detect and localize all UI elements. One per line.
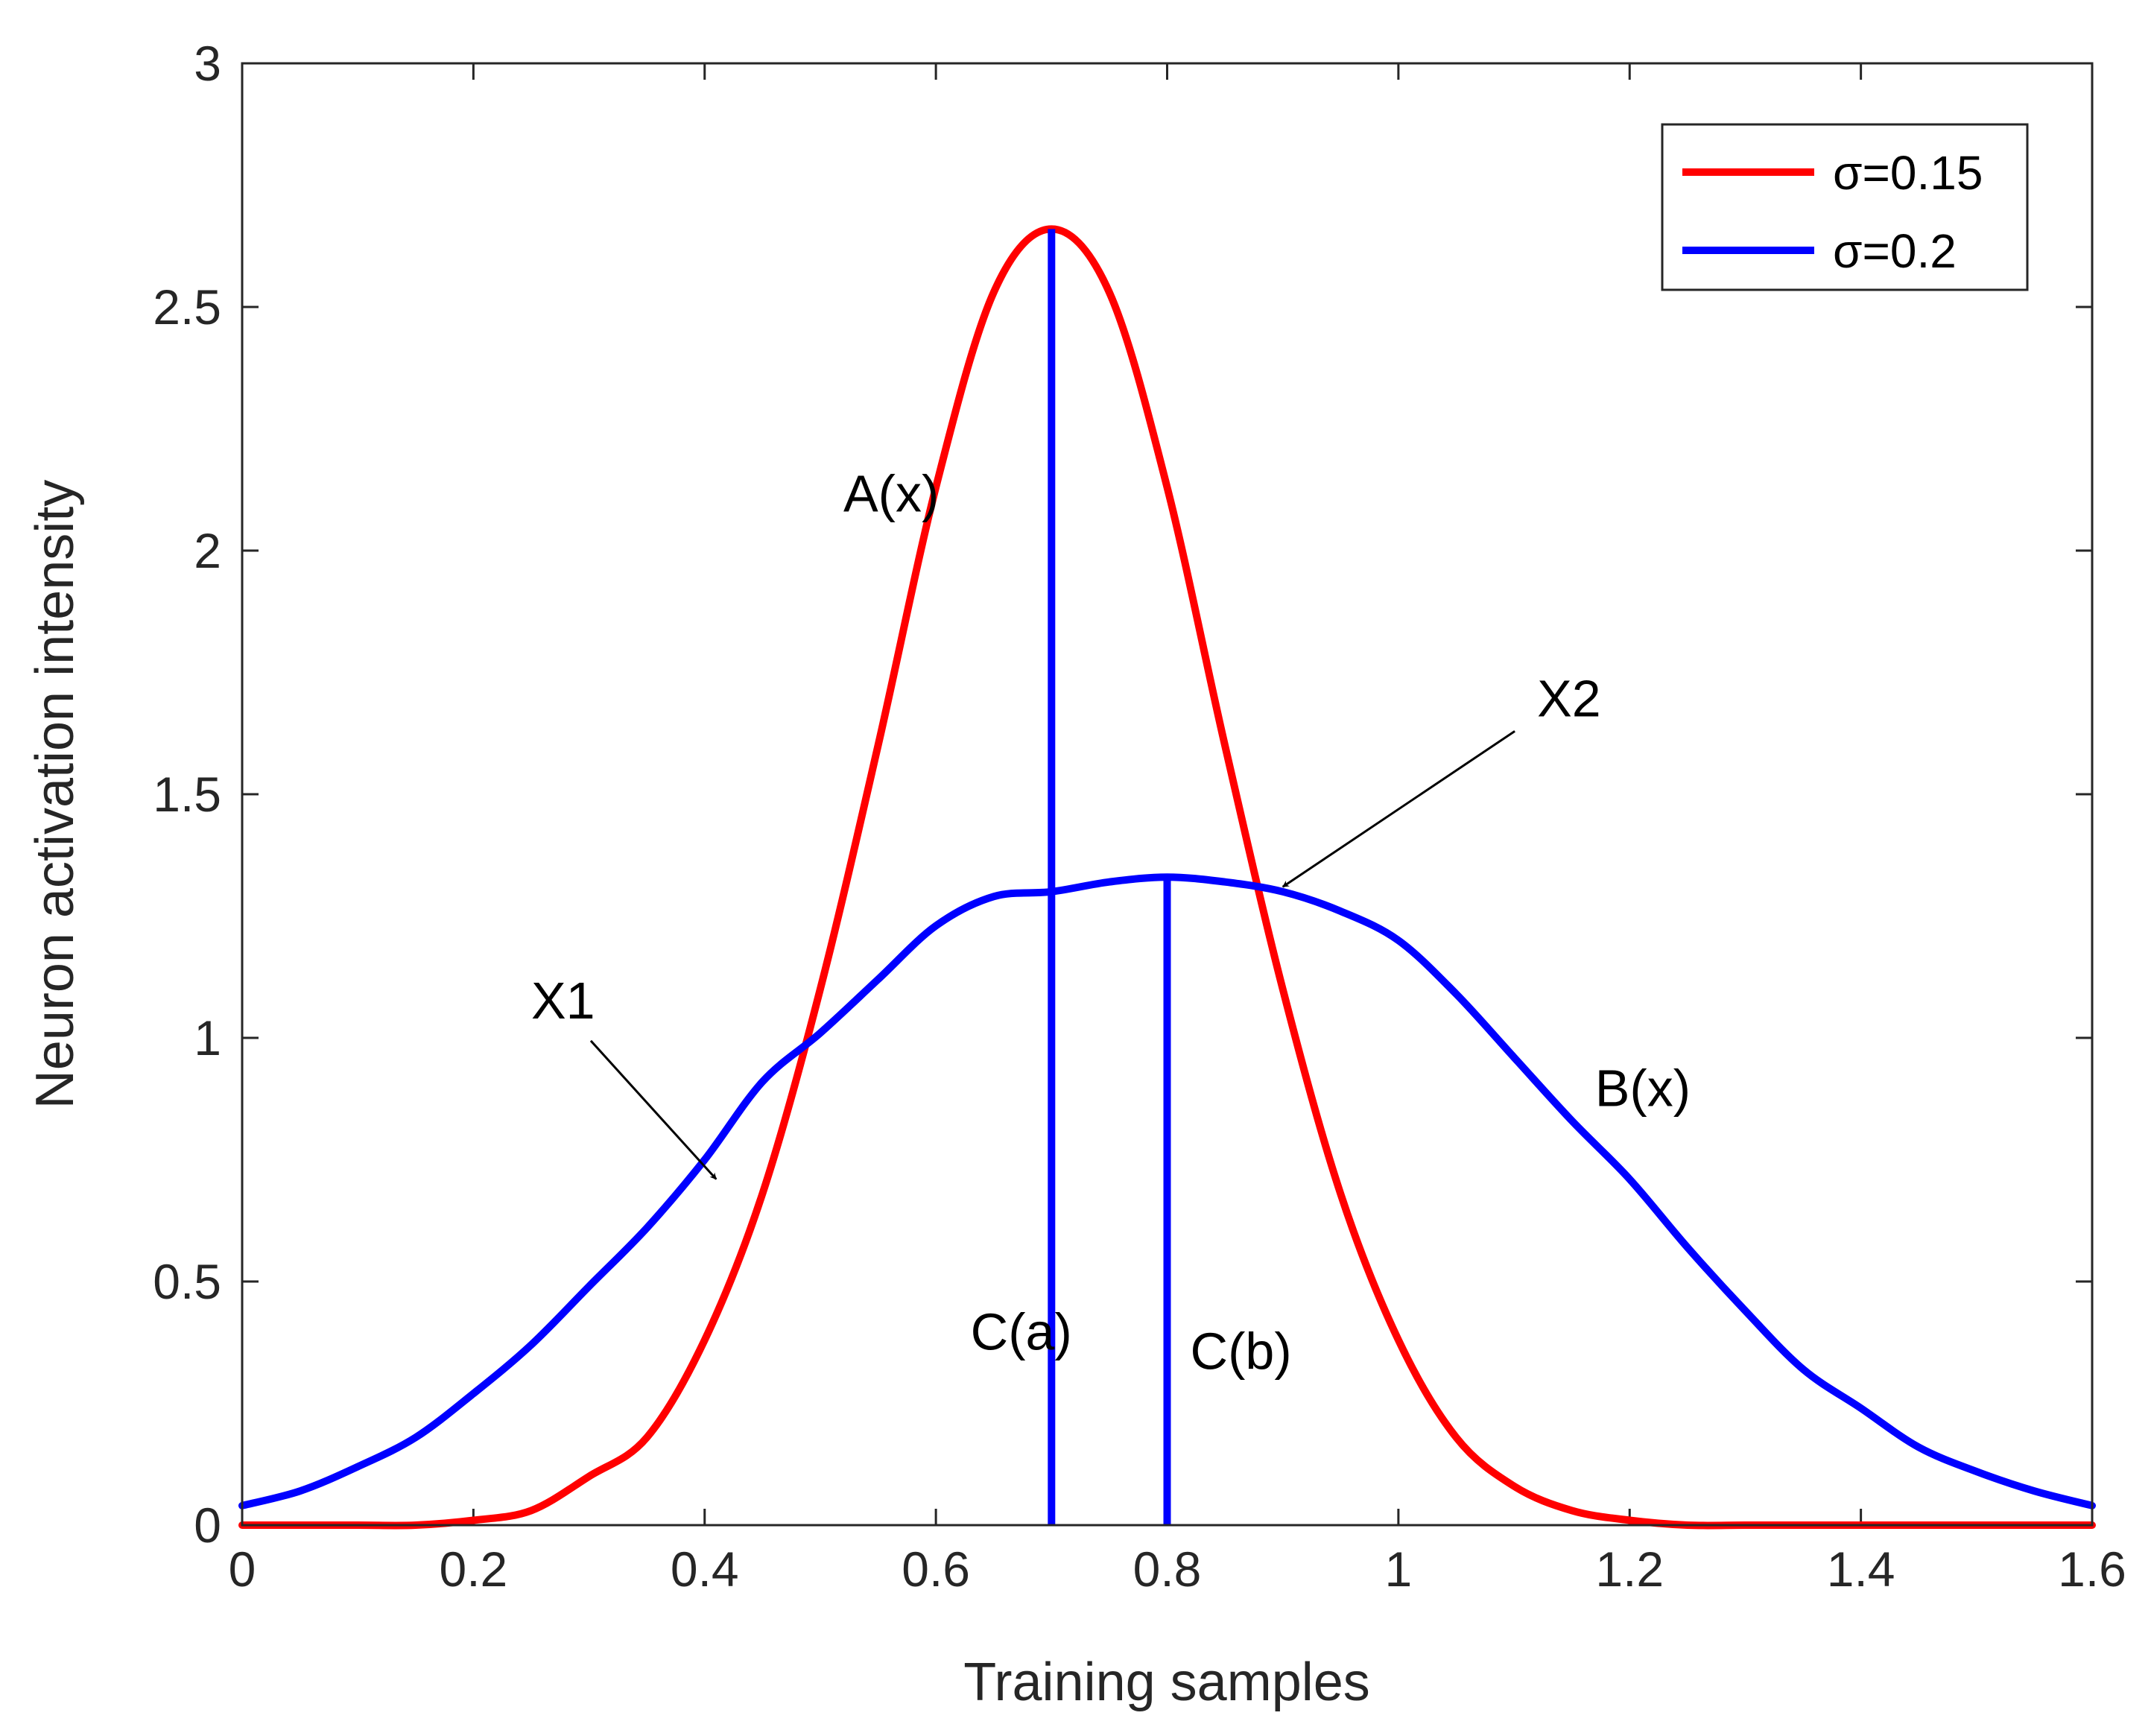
y-tick-label: 2.5 (153, 279, 221, 335)
plot-frame (241, 62, 2094, 1527)
annotation-label: X2 (1537, 669, 1601, 727)
annotation-label: A(x) (843, 465, 939, 523)
legend-box (1661, 123, 2029, 291)
x-tick-label: 0 (229, 1542, 256, 1597)
annotation-arrow (1282, 730, 1515, 888)
y-tick-label: 1.5 (153, 767, 221, 822)
legend-label-sigma-02: σ=0.2 (1833, 224, 1957, 278)
y-axis-title: Neuron activation intensity (25, 480, 85, 1109)
x-tick-label: 0.4 (671, 1542, 739, 1597)
y-tick-label: 2 (194, 523, 221, 578)
x-tick-label: 0.6 (902, 1542, 970, 1597)
annotation-label: X1 (531, 972, 595, 1030)
annotation-label: C(b) (1191, 1322, 1292, 1381)
annotations-layer: A(x) B(x) C(a) C(b) X1 X2 (531, 465, 1691, 1381)
y-tick-label: 1 (194, 1010, 221, 1065)
x-tick-label: 0.8 (1133, 1542, 1202, 1597)
y-tick-label: 0.5 (153, 1254, 221, 1309)
annotation-label: B(x) (1595, 1059, 1691, 1118)
x-ticks: 0 0.2 0.4 0.6 0.8 1 1.2 1.4 1.6 (229, 63, 2126, 1597)
y-tick-label: 3 (194, 36, 221, 91)
vertical-lines-layer (1048, 229, 1171, 1525)
x-tick-label: 1.4 (1827, 1542, 1895, 1597)
y-tick-label: 0 (194, 1498, 221, 1553)
x-tick-label: 0.2 (440, 1542, 508, 1597)
x-tick-label: 1 (1385, 1542, 1413, 1597)
annotation-arrow (589, 1039, 717, 1180)
legend-label-sigma-015: σ=0.15 (1833, 146, 1983, 200)
x-axis-title: Training samples (963, 1653, 1370, 1712)
y-ticks: 0 0.5 1 1.5 2 2.5 3 (153, 36, 2092, 1553)
x-tick-label: 1.2 (1595, 1542, 1664, 1597)
legend: σ=0.15 σ=0.2 (1661, 123, 2029, 291)
x-tick-label: 1.6 (2058, 1542, 2126, 1597)
annotation-label: C(a) (971, 1303, 1072, 1361)
